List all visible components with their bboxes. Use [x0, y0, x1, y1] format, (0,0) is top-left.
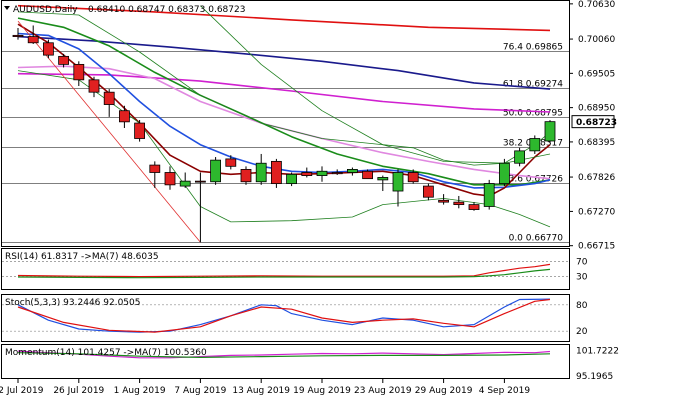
bear-candle [27, 36, 39, 44]
bear-candle [73, 63, 85, 81]
bear-candle [194, 180, 206, 183]
bull-candle [255, 162, 267, 183]
bear-candle [240, 169, 252, 183]
bull-candle [498, 162, 510, 185]
moving-average-line [17, 35, 551, 90]
bear-candle [301, 172, 313, 176]
rsi-panel-frame [1, 248, 570, 290]
moving-average-line [17, 70, 551, 228]
time-tick-label: 26 Jul 2019 [53, 386, 104, 396]
bear-candle [225, 158, 237, 167]
indicator-line [17, 268, 551, 279]
current-price-label: 0.68723 [576, 118, 617, 128]
momentum-label: Momentum(14) 101.4257 ->MA(7) 100.5360 [5, 348, 207, 358]
bear-candle [422, 185, 434, 198]
bull-candle [514, 150, 525, 164]
bear-candle [270, 160, 282, 185]
time-tick-label: 1 Aug 2019 [114, 386, 166, 396]
moving-average-line [17, 72, 551, 113]
bear-candle [149, 164, 161, 173]
moving-average-line [17, 4, 551, 32]
bull-candle [346, 169, 358, 173]
fib-level-label: 76.4 0.69865 [503, 43, 563, 53]
bull-candle [392, 172, 404, 192]
price-tick-label: 0.70060 [578, 35, 615, 45]
fib-level-label: 23.6 0.67726 [503, 175, 563, 185]
bear-candle [134, 122, 146, 139]
indicator-line [17, 298, 551, 333]
bear-candle [58, 55, 69, 65]
bull-candle [483, 183, 495, 207]
bear-candle [362, 170, 374, 180]
price-tick-label: 0.66715 [578, 242, 615, 252]
bear-candle [12, 34, 24, 37]
bear-candle [88, 79, 100, 93]
bull-candle [544, 121, 556, 142]
time-tick-label: 23 Aug 2019 [354, 386, 412, 396]
bear-candle [164, 172, 176, 186]
bear-candle [331, 172, 343, 175]
symbol-arrow-icon [4, 6, 10, 10]
moving-average-line [17, 32, 551, 189]
fib-level-label: 0.0 0.66770 [509, 234, 564, 244]
chart-symbol-title: AUDUSD,Daily [13, 5, 78, 15]
bear-candle [119, 110, 130, 123]
stoch-label: Stoch(5,3,3) 93.2446 92.0505 [5, 298, 140, 308]
price-tick-label: 0.69505 [578, 69, 615, 79]
indicator-level-label: 70 [576, 257, 588, 267]
bull-candle [286, 173, 298, 185]
moving-average-line [17, 17, 551, 186]
price-tick-label: 0.68950 [578, 104, 615, 114]
indicator-level-label: 30 [576, 273, 588, 283]
bull-candle [179, 180, 191, 187]
bear-candle [43, 42, 54, 56]
bull-candle [377, 177, 389, 181]
time-tick-label: 13 Aug 2019 [232, 386, 290, 396]
indicator-line [17, 352, 551, 358]
bear-candle [453, 201, 465, 206]
bear-candle [438, 199, 450, 203]
indicator-layer: 70 30 80 20 101.7222 95.1965 [2, 257, 619, 382]
bull-candle [210, 159, 222, 183]
indicator-tick-label: 101.7222 [576, 347, 619, 357]
momentum-panel-frame [1, 344, 570, 379]
main-panel-frame [1, 0, 570, 247]
time-tick-label: 19 Aug 2019 [293, 386, 351, 396]
price-tick-label: 0.68395 [578, 138, 615, 148]
current-price-tag [571, 115, 615, 129]
indicator-line [17, 263, 551, 278]
price-tick-label: 0.70630 [578, 0, 615, 10]
time-tick-label: 22 Jul 2019 [0, 386, 44, 396]
bull-candle [529, 138, 541, 152]
rsi-label: RSI(14) 61.8317 ->MA(7) 48.6035 [5, 252, 159, 262]
indicator-tick-label: 95.1965 [576, 372, 613, 382]
bear-candle [103, 91, 115, 105]
stoch-panel-frame [1, 294, 570, 342]
time-tick-label: 7 Aug 2019 [174, 386, 226, 396]
axis-layer: 0.70630 0.70060 0.69505 0.68950 0.68395 0.678… [0, 0, 617, 396]
time-tick-label: 4 Sep 2019 [479, 386, 531, 396]
fib-level-label: 61.8 0.69274 [503, 80, 563, 90]
bear-candle [468, 204, 480, 210]
fib-level-label: 50.0 0.68795 [503, 109, 563, 119]
indicator-line [17, 298, 551, 333]
bull-candle [316, 170, 328, 176]
price-tick-label: 0.67826 [578, 173, 615, 183]
indicator-line [17, 350, 551, 359]
bear-candle [407, 172, 419, 183]
candles-layer [12, 25, 556, 243]
price-tick-label: 0.67270 [578, 207, 615, 217]
chart-ohlc-readout: 0.68410 0.68747 0.68373 0.68723 [88, 5, 245, 15]
time-tick-label: 29 Aug 2019 [415, 386, 473, 396]
indicator-level-label: 20 [576, 327, 588, 337]
indicator-level-label: 80 [576, 301, 588, 311]
